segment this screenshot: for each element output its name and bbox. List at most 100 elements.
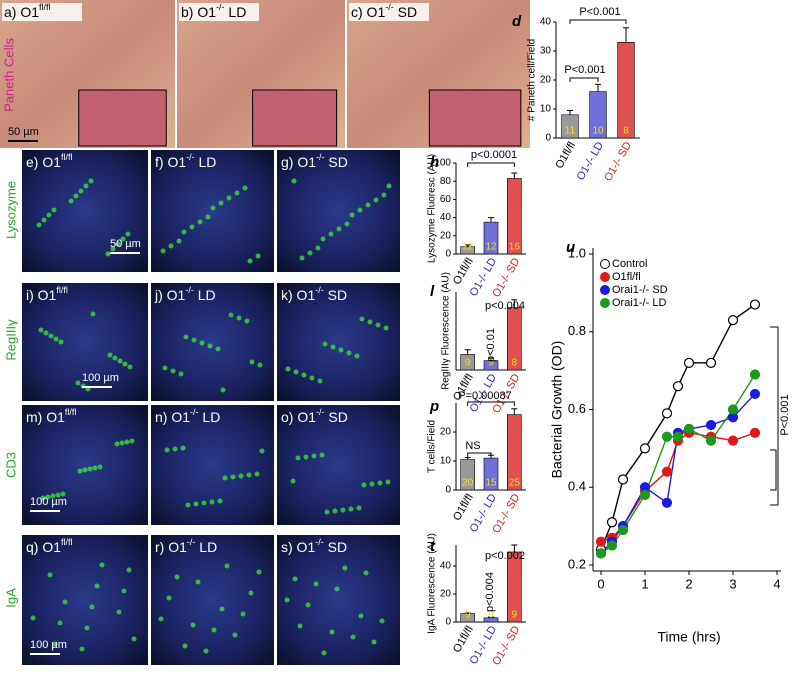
- y-tick-label: 0: [445, 617, 451, 628]
- panel-label: i) O1fl/fl: [26, 285, 68, 302]
- fluorescent-spot: [117, 358, 123, 364]
- data-point: [705, 357, 717, 368]
- fluorescent-spot: [180, 445, 186, 451]
- fluorescent-spot: [201, 500, 207, 506]
- data-point: [727, 314, 739, 326]
- fluorescent-spot: [379, 618, 385, 624]
- panel-label-text: f) O1: [155, 154, 186, 170]
- x-tick-label: 3: [729, 576, 736, 591]
- fluorescent-spot: [99, 562, 105, 568]
- fluorescent-spot: [330, 344, 336, 350]
- fluorescent-spot: [126, 567, 132, 573]
- fluorescent-spot: [121, 588, 127, 594]
- row-label: IgA: [3, 588, 18, 608]
- data-point: [705, 419, 717, 431]
- fluorescent-spot: [83, 183, 89, 189]
- fluorescent-spot: [191, 337, 197, 343]
- y-tick-label: 40: [540, 17, 552, 28]
- fluorescent-spot: [77, 468, 83, 474]
- fluorescent-spot: [178, 371, 184, 377]
- fluorescent-spot: [73, 193, 79, 199]
- panel-label-sup: -/-: [315, 285, 324, 295]
- fluorescent-spot: [307, 250, 313, 256]
- panel-letter: p: [429, 398, 439, 415]
- fluorescent-spot: [94, 583, 100, 589]
- panel-label: g) O1-/- SD: [281, 152, 348, 169]
- fluorescent-spot: [38, 327, 44, 333]
- fluorescent-spot: [217, 498, 223, 504]
- fluorescent-spot: [158, 616, 164, 622]
- legend-label: Orai1-/- SD: [612, 284, 668, 296]
- row-label: RegIIIγ: [3, 319, 18, 361]
- fluorescent-spot: [87, 466, 93, 472]
- panel-label-sup: fl/fl: [65, 407, 77, 417]
- fluorescent-spot: [317, 378, 323, 384]
- annotation: p<0.004: [485, 300, 525, 312]
- fluorescent-spot: [36, 222, 42, 228]
- legend-marker: [600, 272, 610, 282]
- annotation: NS: [465, 440, 480, 452]
- fluorescent-spot: [222, 475, 228, 481]
- fluorescent-spot: [383, 325, 389, 331]
- data-point: [683, 357, 695, 368]
- panel-label-sup: -/-: [185, 285, 194, 295]
- panel-letter: d: [512, 13, 522, 30]
- label-bg: [2, 3, 82, 21]
- panel-label-text: s) O1: [281, 539, 315, 555]
- fluorescent-spot: [105, 251, 111, 257]
- panel-label-sup: -/-: [385, 2, 394, 12]
- fluorescent-spot: [160, 248, 166, 254]
- data-point: [639, 489, 651, 501]
- micrograph: [151, 283, 274, 401]
- fluorescent-spot: [125, 231, 131, 237]
- panel-label-sup: -/-: [190, 407, 199, 417]
- fluorescent-spot: [349, 212, 355, 218]
- fluorescent-spot: [232, 632, 238, 638]
- micrograph: [22, 283, 148, 401]
- fluorescent-spot: [220, 387, 226, 393]
- y-tick-label: 1.0: [568, 245, 586, 260]
- fluorescent-spot: [386, 183, 392, 189]
- panel-letter: u: [566, 239, 575, 256]
- y-tick-label: 20: [440, 230, 452, 241]
- fluorescent-spot: [218, 200, 224, 206]
- micrograph: [277, 150, 400, 272]
- fluorescent-spot: [257, 362, 263, 368]
- fluorescent-spot: [236, 315, 242, 321]
- fluorescent-spot: [30, 615, 36, 621]
- legend-marker: [600, 298, 610, 308]
- panel-label-text: g) O1: [281, 154, 316, 170]
- fluorescent-spot: [211, 627, 217, 633]
- y-axis-label: Lysozyme Fluoresc (AU): [427, 154, 438, 263]
- y-axis-label: # Paneth cell/Field: [527, 39, 538, 121]
- fluorescent-spot: [242, 185, 248, 191]
- fluorescent-spot: [183, 334, 189, 340]
- fluorescent-spot: [324, 509, 330, 515]
- data-point: [749, 427, 761, 438]
- legend-label: O1fl/fl: [612, 271, 641, 283]
- fluorescent-spot: [292, 576, 298, 582]
- panel-label-suffix: LD: [195, 539, 217, 555]
- n-label: 9: [512, 610, 518, 621]
- fluorescent-spot: [255, 253, 261, 259]
- fluorescent-spot: [57, 620, 63, 626]
- data-point: [639, 443, 651, 454]
- y-tick-label: 100: [434, 158, 451, 169]
- fluorescent-spot: [58, 339, 64, 345]
- panel-label-text: a) O1: [4, 4, 39, 20]
- fluorescent-spot: [361, 482, 367, 488]
- fluorescent-spot: [348, 506, 354, 512]
- fluorescent-spot: [373, 197, 379, 203]
- panel-label-text: m) O1: [26, 409, 65, 425]
- series-line: [600, 374, 756, 554]
- y-axis-label: Bacterial Growth (OD): [549, 341, 565, 479]
- panel-label: n) O1-/- LD: [155, 407, 220, 424]
- legend-label: Control: [612, 258, 647, 270]
- n-label: 9: [465, 358, 471, 369]
- fluorescent-spot: [246, 472, 252, 478]
- fluorescent-spot: [238, 473, 244, 479]
- n-label: 9: [488, 358, 494, 369]
- annotation: P<0.001: [779, 394, 791, 435]
- panel-label-sup: fl/fl: [39, 2, 51, 12]
- legend-marker: [600, 285, 610, 295]
